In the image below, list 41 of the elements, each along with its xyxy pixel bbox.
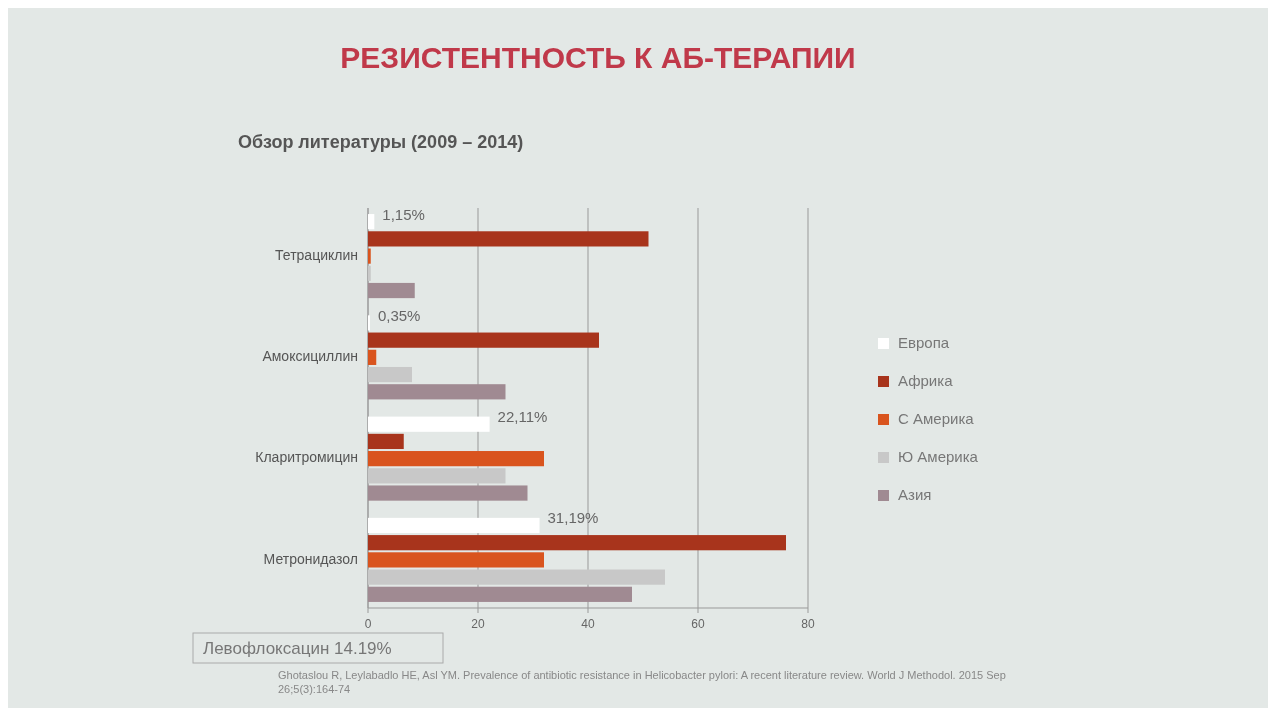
bar <box>368 485 528 501</box>
legend-label: С Америка <box>898 409 975 427</box>
bar <box>368 265 371 281</box>
bar <box>368 569 665 585</box>
bar <box>368 586 632 602</box>
y-tick-label: Амоксициллин <box>262 348 358 365</box>
y-tick-label: Кларитромицин <box>255 449 358 466</box>
bar <box>368 416 490 432</box>
legend-label: Африка <box>898 371 954 389</box>
bar <box>368 214 375 230</box>
bar <box>368 451 544 467</box>
data-label: 0,35% <box>377 306 421 324</box>
chart-title: РЕЗИСТЕНТНОСТЬ К АБ-ТЕРАПИИ <box>340 41 856 74</box>
chart-subtitle: Обзор литературы (2009 – 2014) <box>238 132 524 152</box>
bar <box>368 282 415 299</box>
x-tick-label: 0 <box>364 617 372 631</box>
legend-label: Азия <box>898 485 932 503</box>
data-label: 31,19% <box>547 509 599 527</box>
text: Ghotaslou R, Leylabadlo HE, Asl YM. Prevalence of antibiotic resistance in Helicobacter pylori: A recent literature review. World J Methodol. 2015 Sep 26;5(3):164-74 <box>278 668 1007 696</box>
bar <box>368 468 506 484</box>
bar <box>368 332 599 348</box>
x-tick-label: 60 <box>691 617 705 631</box>
bar <box>368 384 506 400</box>
legend-label: Европа <box>898 333 950 351</box>
legend-label: Ю Америка <box>898 447 979 465</box>
x-tick-label: 40 <box>581 617 595 631</box>
bar <box>368 366 412 383</box>
x-tick-label: 80 <box>801 617 815 631</box>
data-label: 1,15% <box>382 205 425 223</box>
y-tick-label: Метронидазол <box>263 550 358 567</box>
bar <box>368 517 540 534</box>
text: Левофлоксацин 14.19% <box>203 639 392 658</box>
bar <box>368 552 544 568</box>
bar <box>368 349 377 365</box>
bar <box>368 535 786 551</box>
x-tick-label: 20 <box>471 617 485 631</box>
bar <box>368 248 371 264</box>
bar <box>368 231 649 247</box>
data-label: 22,11% <box>497 408 548 426</box>
y-tick-label: Тетрациклин <box>275 246 358 263</box>
bar <box>368 433 404 450</box>
